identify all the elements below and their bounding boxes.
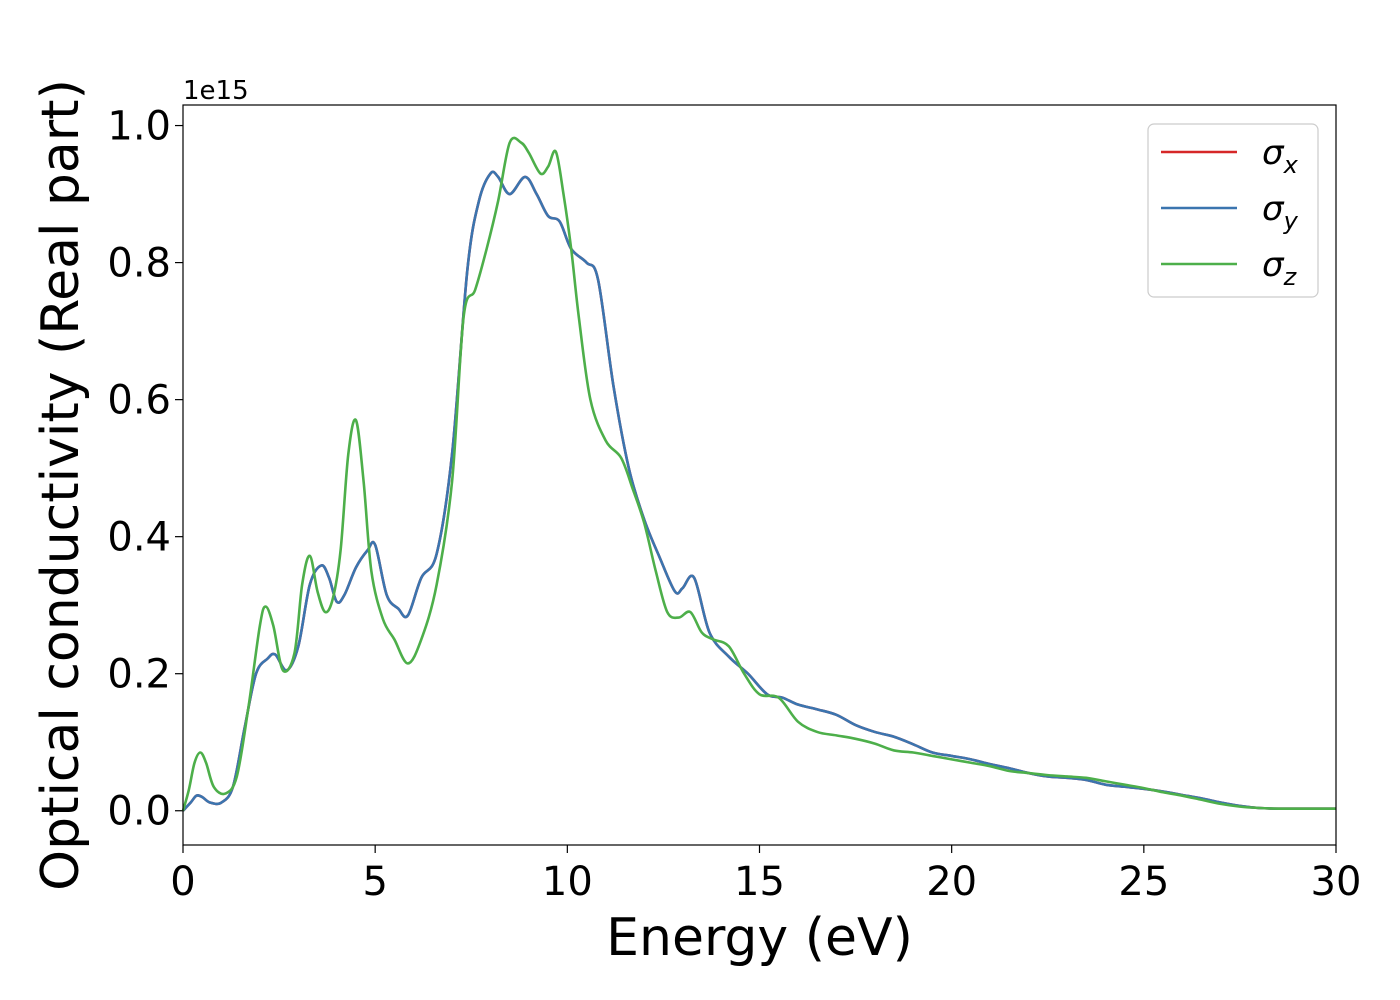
x-tick-label: 5 [362,859,387,905]
legend-label-sigma-z: σz [1262,245,1298,291]
x-tick-label: 30 [1311,859,1362,905]
y-tick-label: 1.0 [107,104,171,150]
y-tick-label: 0.6 [107,378,171,424]
plot-frame [182,104,1337,846]
legend-symbol: σ [1262,189,1285,229]
legend-symbol: σ [1262,133,1285,173]
legend-label-sigma-x: σx [1262,133,1299,179]
y-tick-label: 0.2 [107,652,171,698]
y-axis-offset-text: 1e15 [183,76,249,106]
legend-box [1147,123,1319,298]
legend-subscript: x [1283,151,1299,179]
y-axis-title: Optical conductivity (Real part) [31,79,91,891]
plot-area [181,136,1336,812]
y-tick-label: 0.0 [107,789,171,835]
x-tick-label: 20 [926,859,977,905]
series-line-sigma-z [181,136,1336,812]
y-tick-label: 0.8 [107,241,171,287]
x-tick-label: 10 [542,859,593,905]
legend-label-sigma-y: σy [1262,189,1299,235]
legend-symbol: σ [1262,245,1285,285]
legend-subscript: z [1283,263,1298,291]
y-tick-label: 0.4 [107,515,171,561]
x-axis-title: Energy (eV) [606,908,913,968]
x-tick-label: 0 [170,859,195,905]
x-tick-label: 25 [1118,859,1169,905]
legend-subscript: y [1283,207,1299,235]
x-tick-label: 15 [734,859,785,905]
axes: 0 5 10 15 20 25 30 0.0 0.2 0.4 0.6 0.8 1.0 [107,104,1361,905]
